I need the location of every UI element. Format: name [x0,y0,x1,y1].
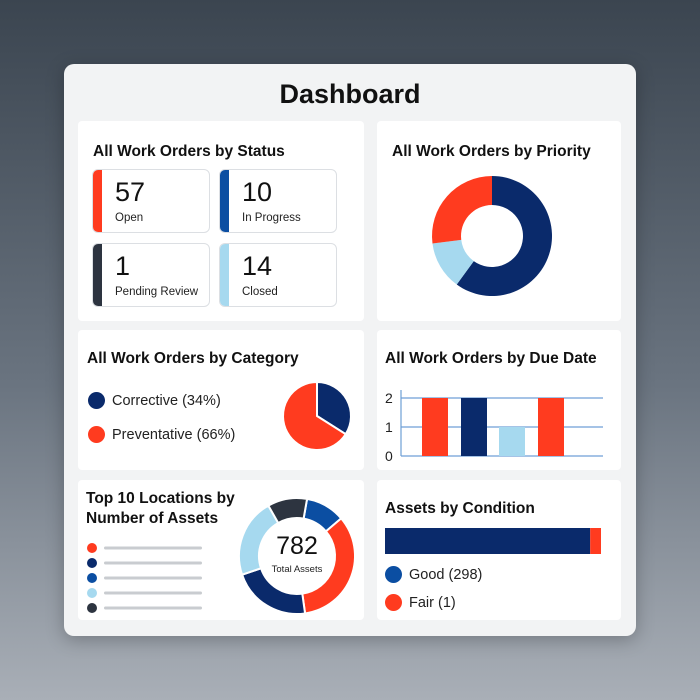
status-pending-review-bar [93,244,102,306]
locations-legend-line-5 [104,606,202,610]
legend-preventative-dot [88,426,105,443]
priority-slice-1[interactable] [456,176,552,296]
status-open-count: 57 [115,177,146,207]
locations-card: Top 10 Locations by Number of Assets 782… [78,480,364,620]
legend-corrective-label: Corrective (34%) [112,392,221,409]
locations-legend-dot-3 [87,573,97,583]
category-card-title: All Work Orders by Category [87,350,299,367]
legend-fair: Fair (1) [385,594,456,611]
due-bar-1[interactable] [422,398,448,456]
due-date-card: All Work Orders by Due Date 0 1 2 [377,330,621,470]
locations-legend-line-2 [104,561,202,565]
due-ytick-2: 2 [385,390,393,406]
priority-slice-2[interactable] [432,239,474,285]
legend-fair-label: Fair (1) [409,594,456,611]
status-closed-tile[interactable]: 14 Closed [219,243,337,307]
status-in-progress-label: In Progress [242,212,301,224]
due-bar-4[interactable] [538,398,564,456]
status-pending-review-tile[interactable]: 1 Pending Review [92,243,210,307]
status-in-progress-bar [220,170,229,232]
locations-donut-chart[interactable] [78,480,364,620]
locations-legend-line-3 [104,576,202,580]
legend-preventative-label: Preventative (66%) [112,426,236,443]
due-bar-2[interactable] [461,398,487,456]
status-closed-bar [220,244,229,306]
due-bar-3[interactable] [499,427,525,456]
status-closed-count: 14 [242,251,273,281]
page-title: Dashboard [279,79,421,109]
legend-corrective: Corrective (34%) [88,392,221,409]
status-card: All Work Orders by Status 57 Open 10 In … [78,121,364,321]
locations-legend-line-4 [104,591,202,595]
condition-bar-segment-1[interactable] [385,528,591,554]
priority-slice-3[interactable] [432,176,492,244]
due-date-bar-chart[interactable]: 0 1 2 [377,330,621,470]
locations-legend-line-1 [104,546,202,550]
status-card-title: All Work Orders by Status [93,143,285,160]
due-ytick-0: 0 [385,448,393,464]
assets-condition-card: Assets by Condition Good (298) Fair (1) [377,480,621,620]
category-slice-2[interactable] [282,380,348,451]
legend-corrective-dot [88,392,105,409]
legend-good: Good (298) [385,566,482,583]
due-ytick-1: 1 [385,419,393,435]
assets-condition-card-title: Assets by Condition [385,500,535,517]
locations-legend-dot-5 [87,603,97,613]
legend-preventative: Preventative (66%) [88,426,235,443]
legend-fair-dot [385,594,402,611]
legend-good-dot [385,566,402,583]
status-in-progress-count: 10 [242,177,273,207]
status-pending-review-count: 1 [115,251,131,281]
locations-slice-5[interactable] [266,497,309,525]
status-pending-review-label: Pending Review [115,286,199,298]
locations-legend [87,543,202,613]
locations-legend-dot-4 [87,588,97,598]
total-assets-label: Total Assets [271,564,323,575]
status-closed-label: Closed [242,286,278,298]
locations-card-title-line1: Top 10 Locations by [86,490,235,507]
locations-slice-3[interactable] [240,566,307,615]
status-open-tile[interactable]: 57 Open [92,169,210,233]
priority-donut-chart[interactable] [377,121,621,321]
dashboard-panel: Dashboard All Work Orders by Status 57 O… [64,64,636,636]
status-in-progress-tile[interactable]: 10 In Progress [219,169,337,233]
status-open-bar [93,170,102,232]
locations-legend-dot-1 [87,543,97,553]
locations-card-title-line2: Number of Assets [86,510,219,527]
status-open-label: Open [115,212,144,224]
total-assets-value: 782 [276,532,318,560]
assets-condition-bar[interactable] [377,520,621,580]
legend-good-label: Good (298) [409,566,483,583]
condition-bar-segment-2[interactable] [590,528,601,554]
due-date-card-title: All Work Orders by Due Date [385,350,597,367]
category-pie-chart[interactable] [78,330,364,470]
priority-card: All Work Orders by Priority [377,121,621,321]
category-card: All Work Orders by Category Corrective (… [78,330,364,470]
locations-legend-dot-2 [87,558,97,568]
priority-card-title: All Work Orders by Priority [392,143,591,160]
